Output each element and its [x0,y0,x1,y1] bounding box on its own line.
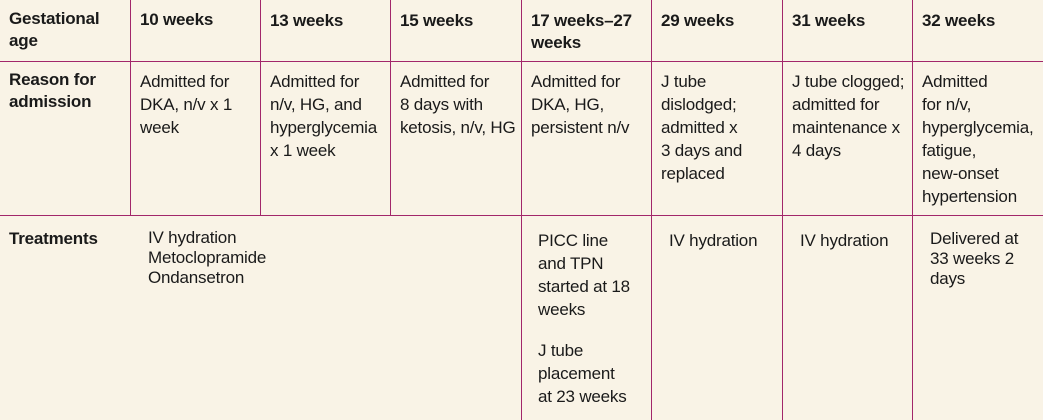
treatment-line: Delivered at [930,229,1019,248]
column-divider [130,0,131,215]
reason-line: persistent n/v [531,118,630,137]
reason-line: 3 days and [661,141,743,160]
reason-line: admitted for [792,95,880,114]
treatment-cell-17-27-weeks: PICC line and TPN started at 18 weeks J … [538,229,650,408]
reason-line: J tube [661,72,707,91]
reason-cell-17-27-weeks: Admitted for DKA, HG, persistent n/v [531,70,649,139]
reason-line: fatigue, [922,141,977,160]
reason-line: ketosis, n/v, HG [400,118,516,137]
column-divider [390,0,391,215]
column-header-line: weeks [531,33,582,52]
treatment-line: IV hydration [669,231,758,250]
row-label-line: Gestational [9,9,100,28]
reason-line: hypertension [922,187,1017,206]
reason-line: week [140,118,179,137]
reason-line: replaced [661,164,725,183]
reason-cell-32-weeks: Admitted for n/v, hyperglycemia, fatigue… [922,70,1042,208]
row-label-gestational-age: Gestational age [9,8,129,52]
reason-line: x 1 week [270,141,336,160]
treatment-line: J tube [538,341,584,360]
column-divider [260,0,261,215]
treatment-line: Metoclopramide [148,248,267,267]
column-header-line: 10 weeks [140,10,214,29]
reason-line: Admitted for [400,72,490,91]
reason-line: DKA, HG, [531,95,605,114]
column-header-line: 31 weeks [792,11,866,30]
column-header-32-weeks: 32 weeks [922,10,1040,32]
treatment-cell-29-weeks: IV hydration [669,229,781,252]
treatment-line: 33 weeks 2 [930,249,1014,268]
reason-cell-31-weeks: J tube clogged; admitted for maintenance… [792,70,912,162]
reason-line: Admitted for [270,72,360,91]
row-divider [0,61,1043,62]
reason-cell-29-weeks: J tube dislodged; admitted x 3 days and … [661,70,779,185]
reason-line: 4 days [792,141,841,160]
treatment-cell-31-weeks: IV hydration [800,229,912,252]
column-header-31-weeks: 31 weeks [792,10,910,32]
treatment-line: IV hydration [800,231,889,250]
reason-line: Admitted [922,72,988,91]
column-divider [782,0,783,420]
column-header-29-weeks: 29 weeks [661,10,779,32]
row-divider [0,215,1043,216]
j-tube-paragraph: J tube placement at 23 weeks [538,339,650,408]
treatment-line: weeks [538,300,586,319]
reason-line: for n/v, [922,95,972,114]
row-label-line: age [9,31,38,50]
row-label-treatments: Treatments [9,228,129,250]
column-divider [651,0,652,420]
reason-cell-13-weeks: Admitted for n/v, HG, and hyperglycemia … [270,70,388,162]
treatment-line: PICC line [538,231,609,250]
reason-line: new-onset [922,164,999,183]
reason-line: admitted x [661,118,738,137]
column-header-13-weeks: 13 weeks [270,10,388,32]
column-header-line: 32 weeks [922,11,996,30]
reason-line: dislodged; [661,95,737,114]
reason-line: maintenance x [792,118,900,137]
row-label-line: admission [9,92,92,111]
treatment-cell-10-15-weeks: IV hydration Metoclopramide Ondansetron [148,228,448,288]
picc-line-paragraph: PICC line and TPN started at 18 weeks [538,229,650,321]
row-label-line: Treatments [9,229,98,248]
reason-cell-15-weeks: Admitted for 8 days with ketosis, n/v, H… [400,70,522,139]
treatment-line: and TPN [538,254,604,273]
column-divider [912,0,913,420]
reason-line: J tube clogged; [792,72,905,91]
row-label-reason: Reason for admission [9,69,129,113]
treatment-line: Ondansetron [148,268,245,287]
treatment-line: IV hydration [148,228,237,247]
reason-line: 8 days with [400,95,483,114]
treatment-cell-32-weeks: Delivered at 33 weeks 2 days [930,229,1042,289]
column-header-15-weeks: 15 weeks [400,10,518,32]
treatment-line: started at 18 [538,277,630,296]
treatment-line: days [930,269,966,288]
treatment-line: placement [538,364,615,383]
reason-cell-10-weeks: Admitted for DKA, n/v x 1 week [140,70,258,139]
reason-line: hyperglycemia, [922,118,1034,137]
reason-line: hyperglycemia [270,118,378,137]
reason-line: DKA, n/v x 1 [140,95,233,114]
column-header-17-27-weeks: 17 weeks–27 weeks [531,10,649,54]
column-header-line: 29 weeks [661,11,735,30]
treatment-line: at 23 weeks [538,387,627,406]
column-header-10-weeks: 10 weeks [140,9,258,31]
reason-line: Admitted for [140,72,230,91]
column-header-line: 15 weeks [400,11,474,30]
column-header-line: 17 weeks–27 [531,11,632,30]
row-label-line: Reason for [9,70,96,89]
column-divider [521,0,522,420]
column-header-line: 13 weeks [270,11,344,30]
reason-line: n/v, HG, and [270,95,362,114]
reason-line: Admitted for [531,72,621,91]
